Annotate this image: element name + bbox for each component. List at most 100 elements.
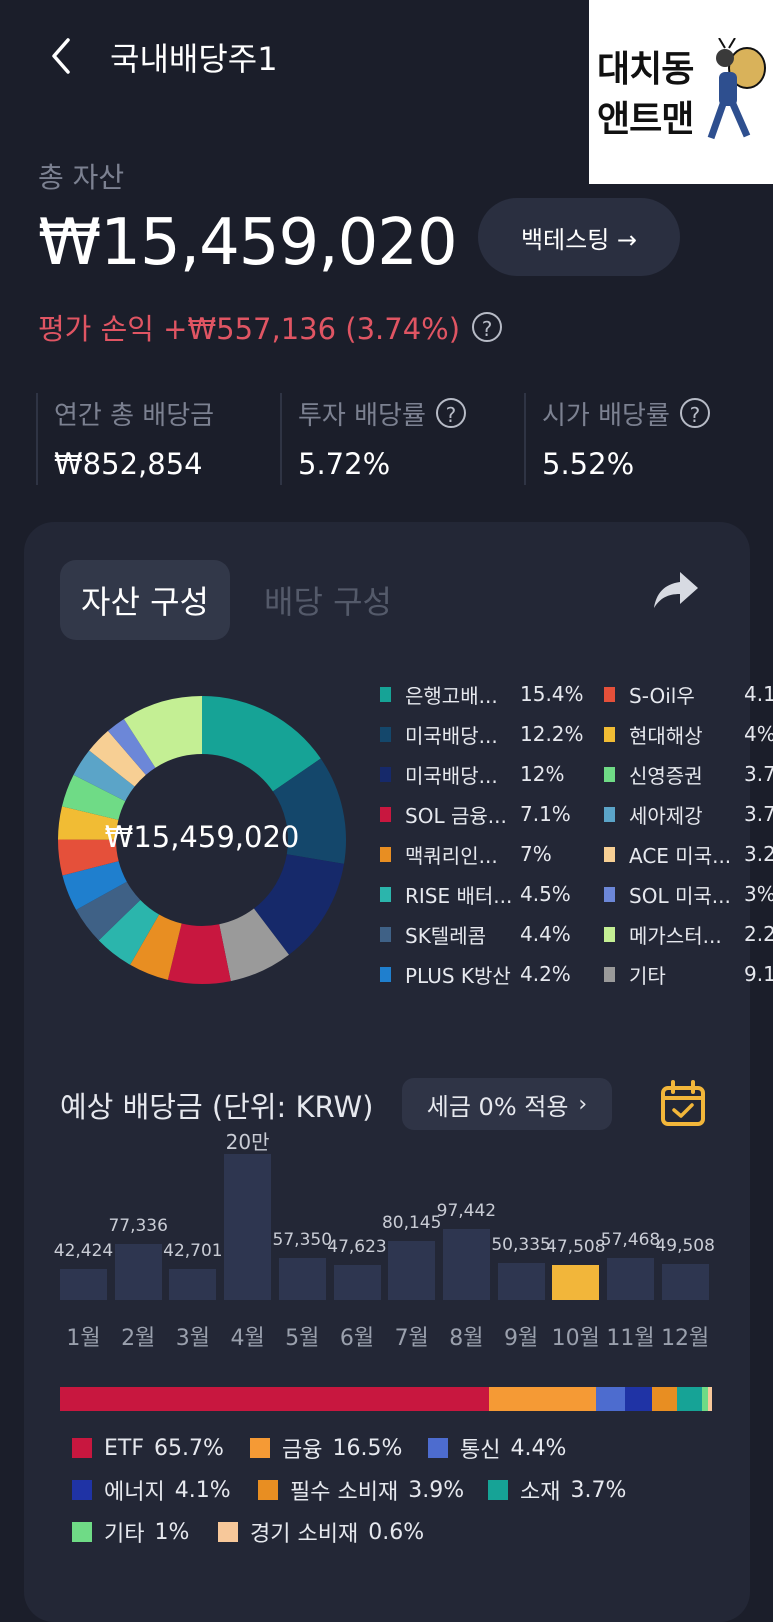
- donut-center-value: ₩15,459,020: [104, 820, 300, 854]
- legend-percent: 7%: [520, 842, 552, 866]
- legend-name: 맥쿼리인...: [405, 843, 498, 868]
- chevron-right-icon: ›: [578, 1091, 588, 1117]
- sector-legend-item: 소재 3.7%: [488, 1475, 626, 1505]
- dividend-bar-value: 47,623: [327, 1237, 387, 1258]
- dividend-bar[interactable]: [278, 1258, 326, 1300]
- legend-name: 신영증권: [629, 763, 703, 788]
- sector-bar-segment: [625, 1387, 652, 1411]
- legend-swatch: [604, 846, 615, 862]
- help-icon[interactable]: ?: [472, 312, 503, 342]
- legend-item: PLUS K방산 4.2%: [380, 954, 590, 994]
- sector-percent: 0.6%: [368, 1519, 425, 1545]
- dividend-bar[interactable]: [60, 1269, 107, 1300]
- sector-bar-segment: [701, 1387, 709, 1411]
- legend-swatch: [380, 966, 391, 982]
- stat-market-yield: 시가 배당률? 5.52%: [524, 393, 710, 485]
- legend-swatch: [604, 966, 615, 982]
- donut-segment: [107, 718, 156, 775]
- share-icon[interactable]: [652, 568, 700, 612]
- sector-bar-segment: [677, 1387, 702, 1411]
- legend-item: ACE 미국... 3.2: [604, 834, 773, 874]
- logo-line2: 앤트맨: [597, 99, 694, 140]
- sector-percent: 1%: [154, 1519, 190, 1545]
- dividend-bar[interactable]: [169, 1268, 217, 1300]
- legend-percent: 9.1: [744, 962, 773, 986]
- legend-swatch: [380, 686, 391, 702]
- legend-name: 미국배당...: [405, 763, 498, 788]
- dividend-bar-value: 42,424: [53, 1241, 114, 1262]
- stat-investment-yield: 투자 배당률? 5.72%: [280, 393, 466, 485]
- legend-name: 세아제강: [629, 803, 703, 828]
- legend-item: 현대해상 4%: [604, 714, 773, 754]
- dividend-bar-value: 47,508: [546, 1237, 606, 1258]
- dividend-bar[interactable]: [442, 1228, 490, 1300]
- legend-percent: 4.1: [744, 682, 773, 706]
- calendar-check-icon[interactable]: [660, 1080, 706, 1128]
- legend-percent: 4%: [744, 722, 773, 746]
- legend-name: RISE 배터...: [405, 883, 513, 908]
- sector-legend-item: 기타 1%: [72, 1517, 189, 1547]
- legend-item: 기타 9.1: [604, 954, 773, 994]
- month-label: 3월: [175, 1326, 211, 1351]
- dividend-bar-value: 49,508: [655, 1235, 715, 1256]
- legend-name: SOL 미국...: [629, 883, 731, 908]
- help-icon[interactable]: ?: [679, 398, 710, 428]
- legend-name: 은행고배...: [405, 683, 498, 708]
- tab-dividend-composition[interactable]: 배당 구성: [264, 583, 392, 621]
- sector-percent: 4.4%: [510, 1435, 567, 1461]
- stat-label: 투자 배당률: [298, 400, 426, 431]
- asset-donut-chart: [58, 696, 346, 984]
- dividend-bar[interactable]: [607, 1258, 654, 1300]
- logo-line1: 대치동: [597, 49, 694, 90]
- dividend-bar[interactable]: [661, 1263, 709, 1300]
- tax-rate-button[interactable]: 세금 0% 적용 ›: [402, 1078, 612, 1130]
- legend-percent: 4.5%: [520, 882, 571, 906]
- sector-percent: 4.1%: [174, 1477, 231, 1503]
- donut-segment: [58, 806, 119, 840]
- legend-name: SOL 금융...: [405, 803, 507, 828]
- sector-swatch: [218, 1522, 238, 1542]
- profit-loss-row: 평가 손익 +₩557,136 (3.74%) ?: [38, 306, 503, 348]
- dividend-bar[interactable]: [497, 1263, 545, 1300]
- legend-percent: 4.2%: [520, 962, 571, 986]
- legend-percent: 3.2: [744, 842, 773, 866]
- legend-item: 미국배당... 12.2%: [380, 714, 590, 754]
- month-label: 10월: [551, 1326, 600, 1351]
- sector-swatch: [72, 1480, 92, 1500]
- sector-name: ETF: [104, 1435, 144, 1461]
- sector-swatch: [258, 1480, 278, 1500]
- donut-segment: [76, 881, 141, 941]
- legend-item: 미국배당... 12%: [380, 754, 590, 794]
- sector-swatch: [72, 1438, 92, 1458]
- legend-percent: 12%: [520, 762, 565, 786]
- dividend-bar[interactable]: [552, 1265, 600, 1300]
- total-asset-value: ₩15,459,020: [38, 206, 458, 280]
- tab-asset-composition[interactable]: 자산 구성: [60, 560, 230, 640]
- help-icon[interactable]: ?: [435, 398, 466, 428]
- month-label: 6월: [339, 1326, 375, 1351]
- donut-segment: [272, 758, 346, 864]
- sector-bar-segment: [596, 1387, 626, 1411]
- legend-swatch: [380, 806, 391, 822]
- sector-bar-segment: [651, 1387, 678, 1411]
- legend-percent: 3.7: [744, 762, 773, 786]
- donut-segment: [167, 923, 231, 984]
- donut-segment: [130, 914, 182, 980]
- back-arrow-icon[interactable]: [42, 32, 82, 80]
- stat-annual-dividend: 연간 총 배당금 ₩852,854: [36, 393, 214, 485]
- dividend-bar-value: 57,468: [600, 1230, 661, 1251]
- sector-legend-item: 통신 4.4%: [428, 1433, 566, 1463]
- legend-name: 메가스터...: [629, 923, 722, 948]
- month-label: 7월: [394, 1326, 429, 1351]
- dividend-bar-value: 80,145: [381, 1213, 442, 1234]
- donut-segment: [202, 696, 321, 792]
- backtest-button[interactable]: 백테스팅 →: [478, 198, 680, 276]
- dividend-bar[interactable]: [224, 1154, 272, 1300]
- dividend-bar[interactable]: [333, 1265, 381, 1300]
- legend-name: 현대해상: [629, 723, 703, 748]
- dividend-bar[interactable]: [388, 1241, 436, 1300]
- dividend-bar-value: 42,701: [163, 1240, 223, 1261]
- legend-item: RISE 배터... 4.5%: [380, 874, 590, 914]
- stat-label: 시가 배당률: [542, 400, 670, 431]
- dividend-bar[interactable]: [114, 1243, 162, 1300]
